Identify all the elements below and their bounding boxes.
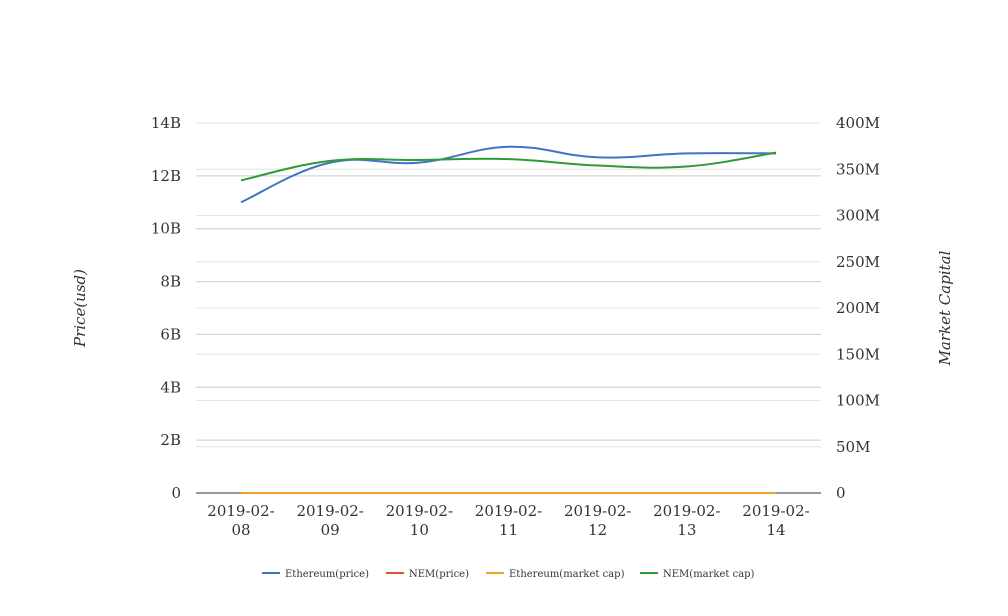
y2-tick-label: 250M [836,253,880,271]
legend-label-ethereum-market-cap: Ethereum(market cap) [509,569,625,580]
y2-axis-tick-labels: 0 50M 100M 150M 200M 250M 300M 350M 400M [836,114,880,502]
y2-tick-label: 200M [836,299,880,317]
legend-label-nem-price: NEM(price) [409,569,469,580]
y-tick-label: 12B [151,167,181,185]
series-line-nem-market-cap [240,151,777,182]
y-tick-label: 4B [160,378,181,396]
legend: Ethereum(price) NEM(price) Ethereum(market… [262,569,755,580]
x-tick-label: 2019-02-12 [564,502,631,539]
y-tick-label: 6B [160,325,181,343]
x-tick-label: 2019-02-09 [296,502,363,539]
y2-tick-label: 400M [836,114,880,132]
y-tick-label: 14B [151,114,181,132]
x-tick-label: 2019-02-11 [475,502,542,539]
y2-tick-label: 50M [836,438,870,456]
y-axis-tick-labels: 0 2B 4B 6B 8B 10B 12B 14B [151,114,181,502]
y-tick-label: 8B [160,273,181,291]
y2-axis-title: Market Capital [936,250,954,366]
x-tick-label: 2019-02-13 [653,502,720,539]
x-tick-label: 2019-02-10 [386,502,453,539]
y-tick-label: 2B [160,431,181,449]
y-tick-label: 10B [151,220,181,238]
y2-tick-label: 350M [836,160,880,178]
legend-label-nem-market-cap: NEM(market cap) [663,569,755,580]
y2-tick-label: 300M [836,207,880,225]
grid-lines [196,122,821,448]
x-axis-tick-labels: 2019-02-08 2019-02-09 2019-02-10 2019-02-11… [207,502,809,539]
x-tick-label: 2019-02-08 [207,502,274,539]
series-lines [240,145,777,495]
legend-label-ethereum-price: Ethereum(price) [285,569,369,580]
y-axis-title: Price(usd) [71,269,89,348]
y-tick-label: 0 [171,484,181,502]
y2-tick-label: 100M [836,392,880,410]
series-line-ethereum-price [240,145,777,204]
x-tick-label: 2019-02-14 [742,502,809,539]
y2-tick-label: 0 [836,484,846,502]
y2-tick-label: 150M [836,345,880,363]
